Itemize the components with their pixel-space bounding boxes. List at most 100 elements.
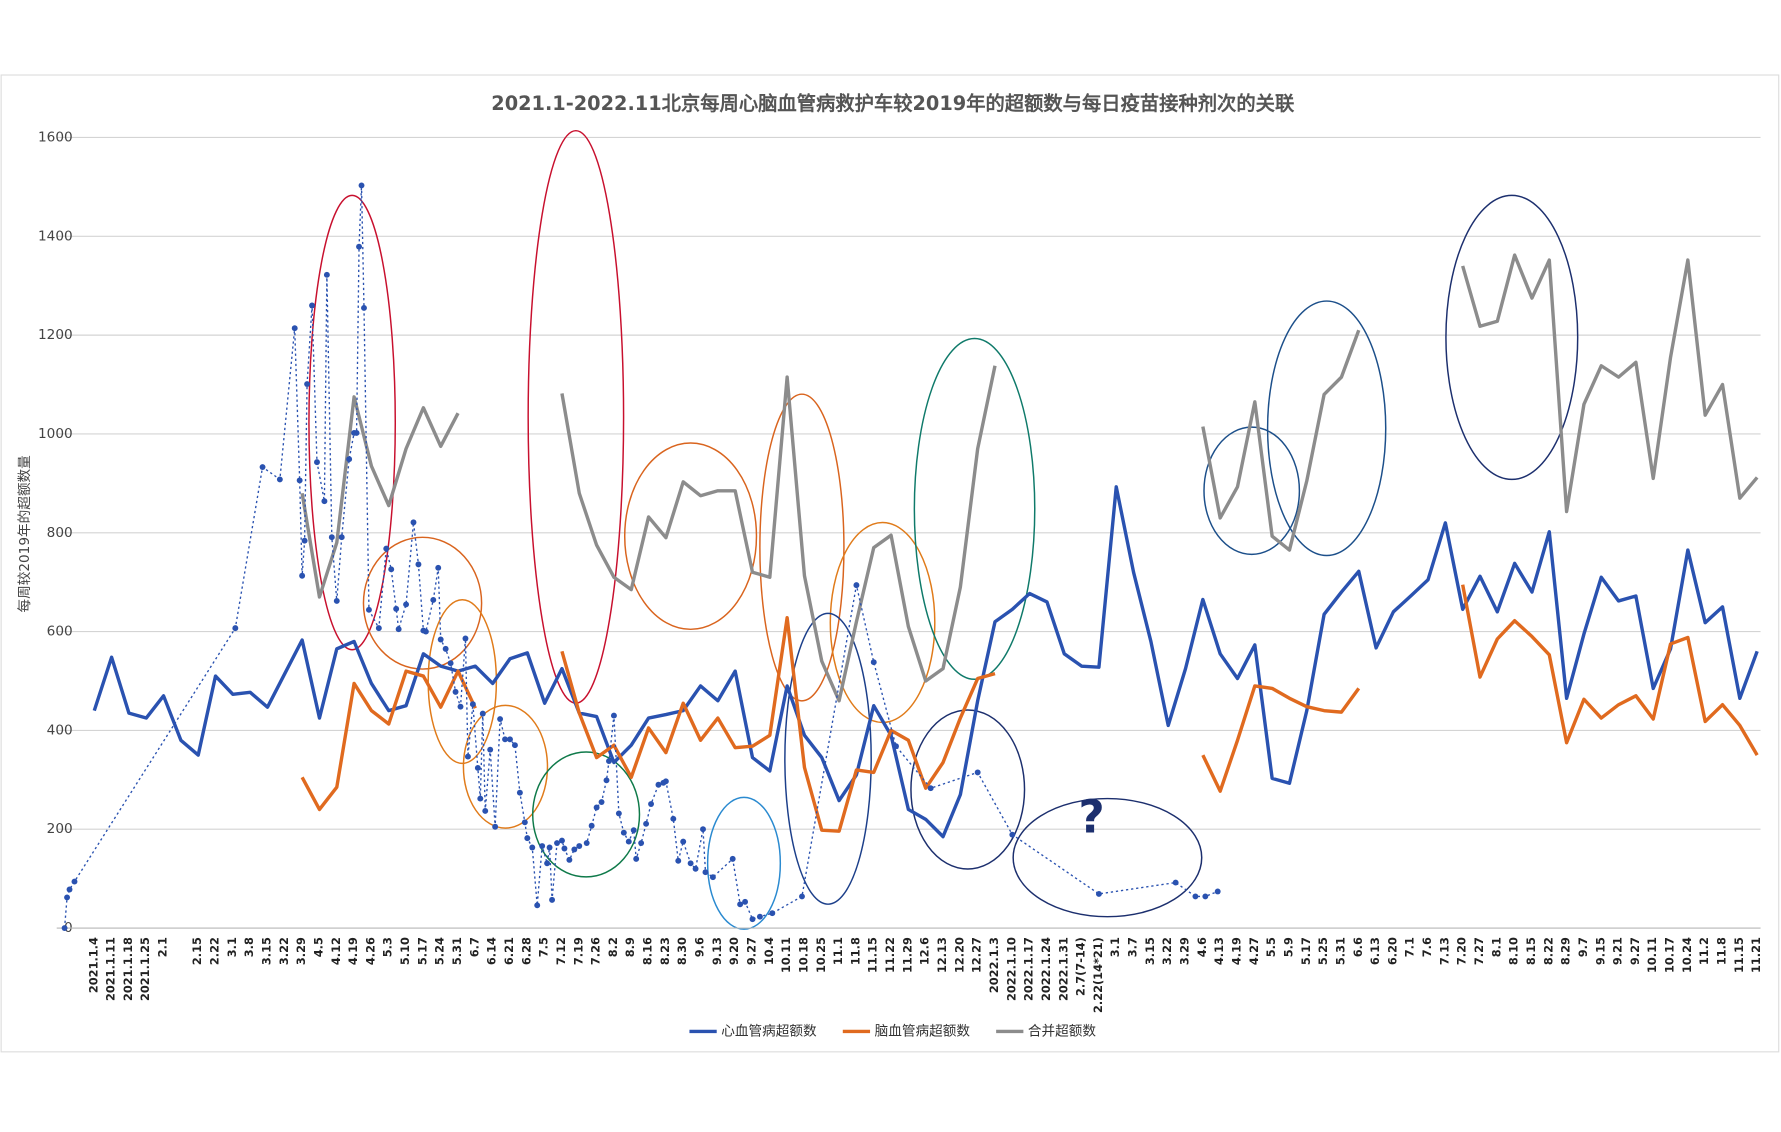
- x-tick-label: 2021.1.25: [138, 937, 152, 1001]
- point: [729, 855, 736, 862]
- point: [64, 894, 71, 901]
- point: [1095, 890, 1102, 897]
- point: [648, 801, 654, 807]
- y-tick-label: 800: [47, 525, 73, 541]
- point: [395, 626, 402, 633]
- x-tick-label: 11.1: [831, 937, 845, 965]
- x-tick-label: 2.1: [156, 937, 170, 957]
- ellipse: [1203, 426, 1301, 556]
- point: [598, 799, 605, 805]
- point: [309, 302, 315, 309]
- x-tick-label: 8.30: [675, 937, 689, 965]
- x-tick-label: 4.12: [329, 937, 343, 965]
- point: [893, 743, 899, 750]
- x-tick-label: 5.31: [1333, 937, 1347, 965]
- x-tick-label: 5.17: [415, 937, 429, 965]
- point: [687, 860, 694, 867]
- x-tick-label: 9.21: [1611, 937, 1625, 965]
- x-tick-label: 4.19: [1229, 937, 1243, 965]
- point: [487, 746, 494, 753]
- x-tick-label: 5.31: [450, 937, 464, 965]
- x-tick-label: 8.10: [1507, 937, 1521, 965]
- x-tick-label: 9.6: [693, 937, 707, 957]
- y-tick-label: 1000: [38, 426, 73, 442]
- point: [232, 625, 239, 632]
- x-tick-label: 8.1: [1489, 937, 1503, 957]
- point: [593, 804, 600, 811]
- point: [469, 701, 476, 708]
- x-tick-label: 10.4: [762, 937, 776, 965]
- point: [546, 844, 553, 851]
- ellipse: [784, 612, 872, 905]
- ellipse: [462, 704, 549, 829]
- point: [304, 381, 311, 387]
- x-tick-label: 5.9: [1281, 937, 1295, 957]
- x-tick-label: 8.9: [623, 937, 637, 957]
- x-tick-label: 10.11: [779, 937, 793, 973]
- point: [276, 476, 283, 483]
- x-tick-label: 2.15: [190, 937, 204, 965]
- y-axis-label: 每周较2019年的超额数量: [17, 455, 33, 612]
- x-tick-label: 7.27: [1472, 937, 1486, 965]
- x-tick-label: 3.1: [1108, 937, 1122, 957]
- x-tick-label: 10.24: [1680, 937, 1694, 973]
- x-tick-label: 7.6: [1420, 937, 1434, 957]
- x-tick-label: 7.12: [554, 937, 568, 965]
- x-tick-label: 2021.1.11: [104, 937, 118, 1001]
- x-tick-label: 4.6: [1195, 937, 1209, 957]
- point: [365, 606, 372, 613]
- point: [462, 635, 469, 642]
- point: [1214, 888, 1221, 895]
- point: [643, 820, 650, 827]
- line: [92, 485, 1759, 839]
- point: [66, 886, 73, 893]
- x-tick-label: 4.5: [311, 937, 325, 957]
- point: [356, 243, 363, 250]
- x-tick-label: 6.20: [1385, 937, 1399, 965]
- y-tick-label: 1400: [38, 228, 73, 244]
- point: [620, 829, 627, 836]
- x-tick-label: 11.2: [1697, 937, 1711, 965]
- x-tick-label: 3.8: [242, 937, 256, 957]
- point: [497, 716, 504, 722]
- point: [737, 901, 744, 908]
- ellipse: [531, 751, 641, 878]
- point: [516, 789, 523, 796]
- ellipse: [1266, 300, 1387, 557]
- x-tick-label: 6.6: [1351, 937, 1365, 957]
- line: [300, 253, 1759, 703]
- point: [442, 645, 449, 652]
- x-tick-label: 5.25: [1316, 937, 1330, 965]
- line: [300, 584, 1759, 833]
- point: [338, 534, 345, 541]
- x-tick-label: 5.10: [398, 937, 412, 965]
- point: [588, 822, 595, 829]
- x-tick-label: 11.29: [900, 937, 914, 973]
- x-tick-label: 11.15: [1732, 937, 1746, 973]
- ellipse: [910, 709, 1026, 870]
- x-tick-label: 4.26: [363, 937, 377, 965]
- point: [1192, 893, 1199, 900]
- x-tick-label: 2021.1.4: [86, 937, 100, 993]
- y-tick-label: 200: [47, 821, 73, 837]
- point: [291, 325, 298, 332]
- point: [692, 865, 699, 872]
- x-tick-label: 11.8: [1715, 937, 1729, 965]
- x-tick-label: 8.16: [641, 937, 655, 965]
- legend-label: 心血管病超额数: [721, 1023, 817, 1039]
- point: [534, 902, 541, 909]
- point: [521, 819, 528, 826]
- point: [709, 874, 716, 881]
- x-tick-label: 3.29: [1178, 937, 1192, 965]
- x-tick-label: 11.21: [1749, 937, 1763, 973]
- x-tick-label: 6.7: [467, 937, 481, 957]
- point: [630, 827, 637, 834]
- point: [299, 572, 306, 579]
- x-tick-label: 9.27: [1628, 937, 1642, 965]
- x-tick-label: 4.19: [346, 937, 360, 965]
- x-tick-label: 3.22: [1160, 937, 1174, 965]
- point: [447, 660, 454, 667]
- x-tick-label: 2.7(7-14): [1074, 937, 1088, 996]
- x-tick-label: 9.7: [1576, 937, 1590, 957]
